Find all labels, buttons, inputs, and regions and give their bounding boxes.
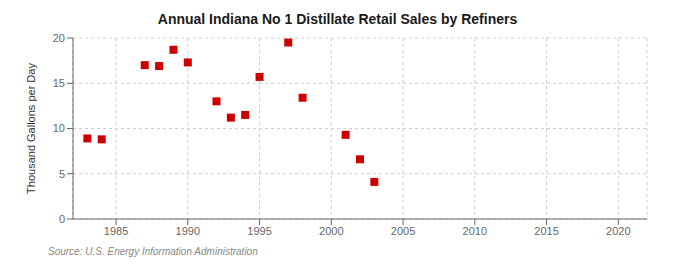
svg-text:2000: 2000	[319, 225, 343, 237]
svg-text:15: 15	[53, 77, 65, 89]
svg-text:2015: 2015	[534, 225, 558, 237]
svg-text:1985: 1985	[104, 225, 128, 237]
svg-text:10: 10	[53, 122, 65, 134]
html-text:Annual Indiana No 1 Distillate: Annual Indiana No 1 Distillate Retail Sa…	[157, 11, 518, 27]
svg-text:5: 5	[59, 168, 65, 180]
svg-text:0: 0	[59, 213, 65, 225]
svg-text:20: 20	[53, 32, 65, 44]
svg-text:1995: 1995	[247, 225, 271, 237]
svg-text:2010: 2010	[463, 225, 487, 237]
html-text:Source: U.S. Energy Informatio: Source: U.S. Energy Information Administ…	[48, 246, 258, 257]
svg-text:2005: 2005	[391, 225, 415, 237]
svg-text:1990: 1990	[176, 225, 200, 237]
svg-text:2020: 2020	[606, 225, 630, 237]
svg-text:Thousand Gallons per Day: Thousand Gallons per Day	[25, 63, 37, 194]
